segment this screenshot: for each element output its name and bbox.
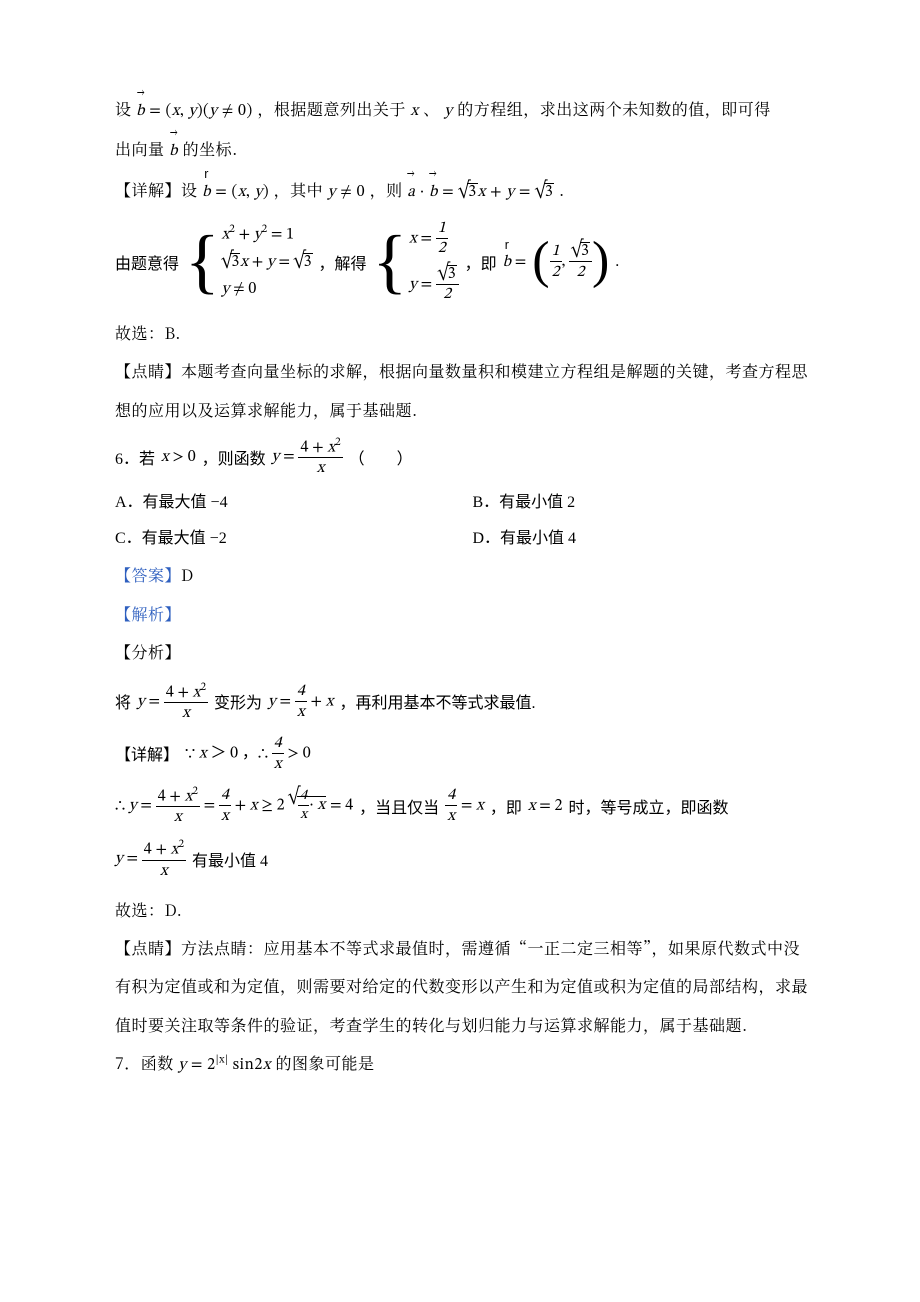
q5-system: 由题意得 { x2 + y2 = 1 3x + y = 3 y ≠ 0 ，解得 … — [115, 219, 810, 304]
q6-options: A．有最大值 −4 B．有最小值 2 C．有最大值 −2 D．有最小值 4 — [115, 488, 810, 548]
q6-optC[interactable]: C．有最大值 −2 — [115, 524, 453, 548]
q6-detail-3: y = 4 + x2x 有最小值 4 — [115, 837, 810, 880]
q5-comment: 【点睛】本题考查向量坐标的求解，根据向量数量积和模建立方程组是解题的关键，考查方… — [115, 352, 810, 429]
q6-optA[interactable]: A．有最大值 −4 — [115, 488, 453, 512]
q6-choice: 故选：D. — [115, 891, 810, 929]
q7-stem: 7．函数 y = 2|x| sin2x 的图象可能是 — [115, 1044, 810, 1084]
q6-jiexi-label: 【解析】 — [115, 595, 810, 633]
q6-stem: 6．若 x > 0 ，则函数 y = 4 + x2x （ ） — [115, 435, 810, 478]
q6-optD[interactable]: D．有最小值 4 — [473, 524, 811, 548]
p5-line2: 出向量 b 的坐标. — [115, 130, 810, 170]
q6-fenxi-label: 【分析】 — [115, 633, 810, 671]
q6-answer: 【答案】D — [115, 556, 810, 594]
p5-line1: 设 b = (x, y)(y ≠ 0) ，根据题意列出关于 x 、 y 的方程组… — [115, 90, 810, 130]
q5-choice: 故选：B. — [115, 314, 810, 352]
q6-fenxi-body: 将 y = 4 + x2x 变形为 y = 4x + x ，再利用基本不等式求最… — [115, 680, 810, 723]
q6-detail-2: ∴ y = 4 + x2x = 4x + x ≥ 2 4x· x = 4 ，当且… — [115, 784, 810, 827]
q5-detail: 【详解】设 b = (x, y) ，其中 y ≠ 0 ，则 a · b = 3x… — [115, 171, 810, 211]
q6-optB[interactable]: B．有最小值 2 — [473, 488, 811, 512]
q6-comment: 【点睛】方法点睛：应用基本不等式求最值时，需遵循“一正二定三相等”，如果原代数式… — [115, 929, 810, 1044]
q6-detail-1: 【详解】 ∵ x ＞ 0 ，∴ 4x > 0 — [115, 733, 810, 774]
